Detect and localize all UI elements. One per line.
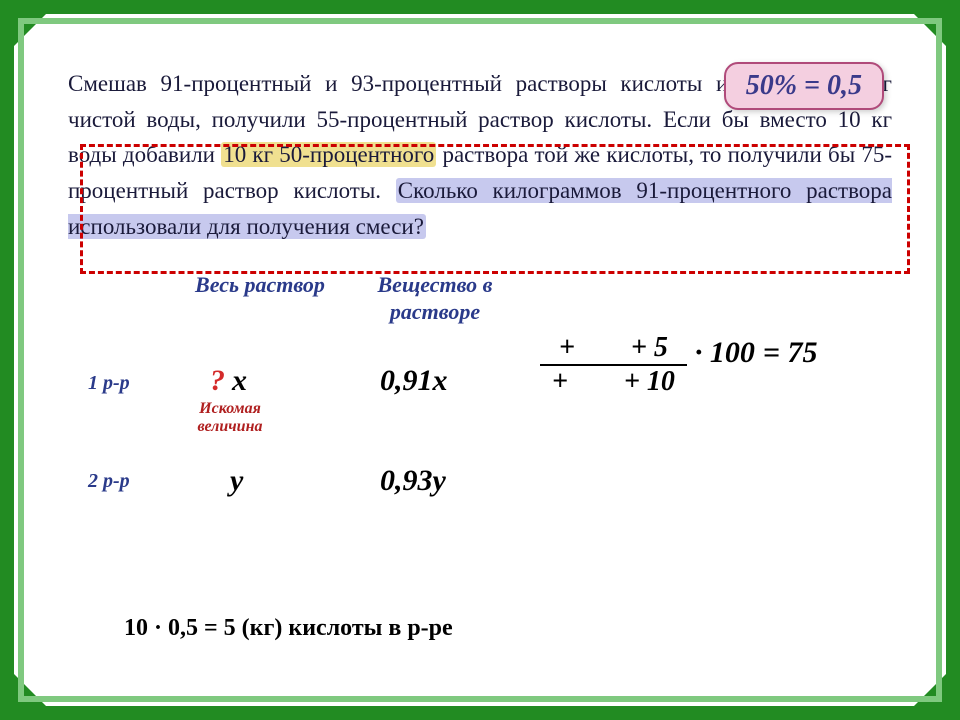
- percent-callout: 50% = 0,5: [724, 62, 884, 110]
- bottom-calculation: 10 · 0,5 = 5 (кг) кислоты в р-ре: [124, 615, 453, 642]
- equation: + + 5 + + 10 · 100 = 75: [540, 332, 818, 398]
- row1-col2: 0,91x: [380, 364, 448, 398]
- row1-col1: x: [232, 364, 247, 398]
- sought-label: Искомая величина: [175, 400, 285, 435]
- row2-col2: 0,93y: [380, 464, 446, 498]
- row1-label: 1 р-р: [88, 372, 130, 395]
- fraction: + + 5 + + 10: [540, 332, 687, 398]
- row2-col1: y: [230, 464, 243, 498]
- row2-label: 2 р-р: [88, 470, 130, 493]
- equals-75: = 75: [763, 336, 818, 370]
- solution-table: Весь раствор Вещество в растворе 1 р-р 2…: [60, 272, 900, 512]
- mult-100: · 100: [695, 336, 755, 370]
- col-header-1: Весь раствор: [190, 272, 330, 298]
- outer-frame: Смешав 91-процентный и 93-процентный рас…: [0, 0, 960, 720]
- col-header-2: Вещество в растворе: [350, 272, 520, 325]
- fraction-numerator: + + 5: [547, 332, 680, 364]
- fraction-denominator: + + 10: [540, 366, 687, 398]
- slide-content: Смешав 91-процентный и 93-процентный рас…: [32, 32, 928, 688]
- highlight-yellow: 10 кг 50-процентного: [221, 142, 436, 167]
- question-mark: ?: [210, 364, 225, 398]
